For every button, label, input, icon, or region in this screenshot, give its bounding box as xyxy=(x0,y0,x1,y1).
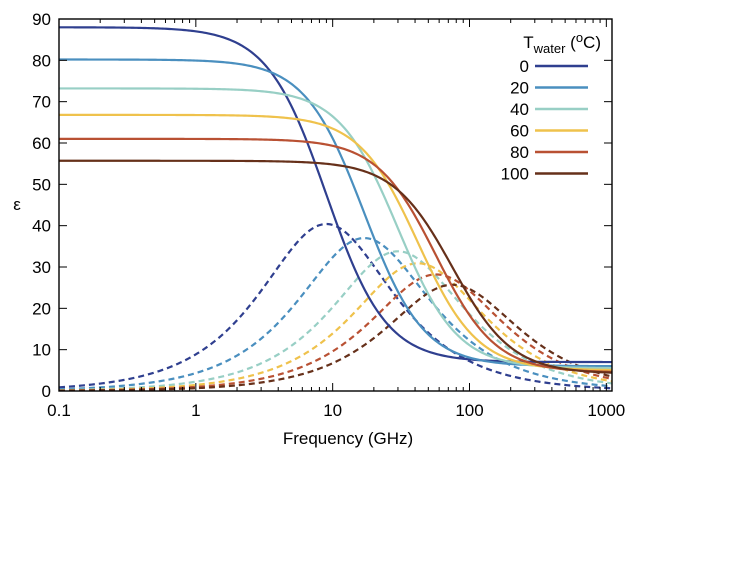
y-tick-label: 20 xyxy=(32,299,51,318)
y-tick-label: 70 xyxy=(32,93,51,112)
x-tick-label: 100 xyxy=(455,401,483,420)
x-tick-label: 10 xyxy=(323,401,342,420)
legend-label-100: 100 xyxy=(501,165,529,184)
series-20-imag-line xyxy=(59,236,612,391)
series-0-imag-line xyxy=(59,222,612,390)
legend-title: Twater (oC) xyxy=(523,30,601,56)
series-0-real-line xyxy=(59,26,612,364)
x-tick-label: 1000 xyxy=(587,401,625,420)
legend-label-60: 60 xyxy=(510,122,529,141)
y-tick-label: 0 xyxy=(42,382,51,401)
y-tick-label: 10 xyxy=(32,341,51,360)
series-100-real-line xyxy=(59,159,612,374)
y-tick-label: 80 xyxy=(32,51,51,70)
series-40-imag-line xyxy=(59,250,612,391)
y-tick-label: 40 xyxy=(32,217,51,236)
y-tick-label: 30 xyxy=(32,258,51,277)
legend-label-80: 80 xyxy=(510,143,529,162)
y-tick-label: 60 xyxy=(32,134,51,153)
legend: Twater (oC) 0 20 40 60 80 100 xyxy=(501,30,601,184)
y-axis-title: ε xyxy=(13,195,21,214)
series-80-real-line xyxy=(59,137,612,373)
legend-title-paren: ( xyxy=(565,33,576,52)
series-60-real-line xyxy=(59,113,612,372)
legend-label-20: 20 xyxy=(510,79,529,98)
legend-title-main: T xyxy=(523,33,533,52)
legend-title-unit: C) xyxy=(583,33,601,52)
legend-title-sub: water xyxy=(533,41,566,56)
x-tick-label: 0.1 xyxy=(47,401,71,420)
series-40-real-line xyxy=(59,87,612,370)
series-20-real-line xyxy=(59,58,612,368)
plot-frame xyxy=(58,18,613,392)
legend-label-40: 40 xyxy=(510,100,529,119)
series-100-imag-line xyxy=(59,283,612,391)
x-axis-title: Frequency (GHz) xyxy=(283,429,413,448)
legend-label-0: 0 xyxy=(520,57,529,76)
y-tick-label: 90 xyxy=(32,10,51,29)
x-tick-label: 1 xyxy=(191,401,200,420)
legend-title-sup: o xyxy=(576,30,583,45)
y-tick-label: 50 xyxy=(32,175,51,194)
series-80-imag-line xyxy=(59,273,612,391)
